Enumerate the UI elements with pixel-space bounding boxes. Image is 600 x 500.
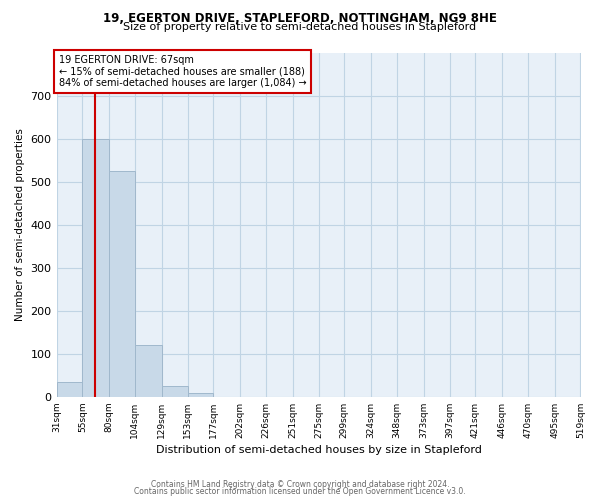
Text: 19, EGERTON DRIVE, STAPLEFORD, NOTTINGHAM, NG9 8HE: 19, EGERTON DRIVE, STAPLEFORD, NOTTINGHA… xyxy=(103,12,497,26)
Bar xyxy=(82,138,109,397)
Text: Contains HM Land Registry data © Crown copyright and database right 2024.: Contains HM Land Registry data © Crown c… xyxy=(151,480,449,489)
Text: 19 EGERTON DRIVE: 67sqm
← 15% of semi-detached houses are smaller (188)
84% of s: 19 EGERTON DRIVE: 67sqm ← 15% of semi-de… xyxy=(59,54,307,88)
Bar xyxy=(56,382,82,397)
Bar xyxy=(188,392,213,397)
Text: Contains public sector information licensed under the Open Government Licence v3: Contains public sector information licen… xyxy=(134,487,466,496)
Bar xyxy=(162,386,188,397)
Y-axis label: Number of semi-detached properties: Number of semi-detached properties xyxy=(15,128,25,321)
X-axis label: Distribution of semi-detached houses by size in Stapleford: Distribution of semi-detached houses by … xyxy=(155,445,481,455)
Bar xyxy=(135,345,162,397)
Text: Size of property relative to semi-detached houses in Stapleford: Size of property relative to semi-detach… xyxy=(124,22,476,32)
Bar xyxy=(109,171,135,397)
